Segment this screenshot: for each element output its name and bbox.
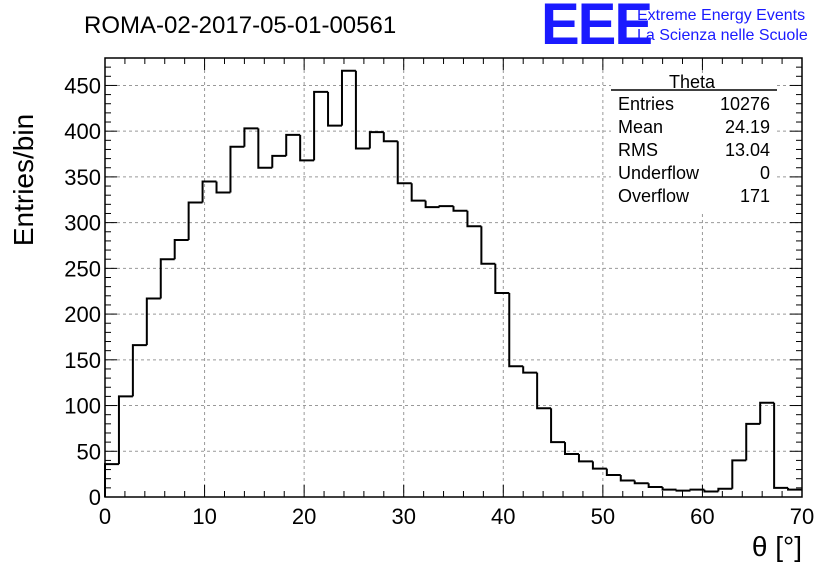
stats-box: Theta Entries 10276 Mean 24.19 RMS 13.04 Under… (611, 72, 777, 212)
x-tick-labels: 0 10 20 30 40 50 60 70 (99, 504, 814, 529)
y-tick-label: 100 (64, 394, 101, 419)
histogram-bin (787, 487, 802, 491)
histogram-bin (159, 258, 175, 299)
histogram-bin (550, 408, 566, 444)
y-tick-label: 450 (64, 73, 101, 98)
grid-lines (105, 58, 802, 497)
histogram-bars (104, 69, 802, 497)
histogram-bin (647, 483, 663, 488)
histogram-bin (257, 128, 273, 169)
stats-value: 24.19 (725, 117, 770, 137)
histogram-bin (480, 226, 496, 265)
stats-value: 13.04 (725, 140, 770, 160)
histogram-bin (661, 486, 677, 491)
histogram-bin (633, 480, 649, 485)
histogram-bin (299, 134, 315, 162)
histogram-bin (271, 154, 287, 168)
x-tick-label: 10 (192, 504, 216, 529)
histogram-bin (201, 180, 217, 203)
histogram-bin (340, 69, 356, 126)
histogram-bin (215, 181, 231, 194)
stats-label: Underflow (618, 163, 700, 183)
stats-value: 0 (760, 163, 770, 183)
x-tick-label: 50 (591, 504, 615, 529)
histogram-bin (410, 183, 426, 202)
x-tick-label: 30 (391, 504, 415, 529)
y-tick-label: 50 (77, 439, 101, 464)
histogram-bin (577, 454, 593, 463)
histogram-bin (745, 422, 761, 461)
histogram-bin (243, 127, 259, 147)
histogram-bin (717, 487, 733, 492)
histogram-bin (368, 131, 384, 149)
histogram-bin (689, 488, 705, 491)
stats-label: Entries (618, 94, 674, 114)
x-tick-label: 70 (790, 504, 814, 529)
stats-rows: Entries 10276 Mean 24.19 RMS 13.04 Underflow 0 O… (618, 94, 770, 206)
y-tick-label: 300 (64, 211, 101, 236)
histogram-bin (187, 201, 203, 241)
histogram-bin (313, 90, 329, 161)
x-axis-label: θ [°] (752, 531, 802, 562)
histogram-bin (564, 442, 579, 456)
histogram-bin (466, 210, 482, 228)
x-tick-label: 0 (99, 504, 111, 529)
logo-mark: EEE (541, 0, 651, 57)
chart-title: ROMA-02-2017-05-01-00561 (84, 12, 396, 39)
eee-logo: EEE Extreme Energy Events La Scienza nel… (541, 0, 808, 57)
histogram-bin (145, 297, 161, 346)
histogram-bin (703, 489, 719, 493)
histogram-bin (117, 395, 133, 465)
y-tick-label: 400 (64, 119, 101, 144)
histogram-bin (773, 402, 789, 489)
histogram-bin (354, 70, 370, 150)
axes (104, 57, 803, 498)
y-tick-labels: 0 50 100 150 200 250 300 350 400 450 (64, 73, 101, 510)
histogram-bin (675, 489, 691, 492)
histogram-bin (536, 372, 552, 410)
stats-label: RMS (618, 140, 658, 160)
histogram-bin (173, 239, 189, 260)
x-tick-label: 40 (491, 504, 515, 529)
histogram-bin (619, 475, 635, 482)
stats-label: Overflow (618, 186, 690, 206)
x-tick-label: 60 (690, 504, 714, 529)
histogram-bin (396, 141, 412, 185)
y-tick-label: 200 (64, 302, 101, 327)
histogram-bin (327, 91, 342, 127)
stats-title: Theta (669, 72, 716, 92)
stats-box-background (611, 74, 777, 212)
stats-label: Mean (618, 117, 663, 137)
y-tick-label: 250 (64, 256, 101, 281)
histogram-bin (522, 366, 538, 374)
histogram-bin (731, 459, 747, 489)
histogram-bin (759, 401, 775, 424)
logo-line-2: La Scienza nelle Scuole (637, 27, 808, 44)
histogram-bin (438, 205, 454, 208)
histogram-bin (131, 344, 147, 397)
histogram-bin (494, 263, 510, 295)
histogram-bin (104, 463, 119, 497)
histogram-bin (285, 133, 301, 156)
y-tick-label: 150 (64, 348, 101, 373)
histogram-bin (591, 461, 607, 470)
histogram-bin (452, 206, 468, 212)
logo-line-1: Extreme Energy Events (637, 7, 805, 24)
histogram-bin (382, 132, 398, 143)
y-tick-label: 0 (89, 485, 101, 510)
histogram-bin (424, 200, 440, 209)
stats-value: 10276 (720, 94, 770, 114)
y-tick-label: 350 (64, 165, 101, 190)
stats-value: 171 (740, 186, 770, 206)
y-axis-label: Entries/bin (8, 114, 39, 246)
histogram-bin (605, 468, 621, 477)
x-tick-label: 20 (292, 504, 316, 529)
histogram-bin (229, 145, 245, 193)
histogram-bin (508, 293, 524, 368)
